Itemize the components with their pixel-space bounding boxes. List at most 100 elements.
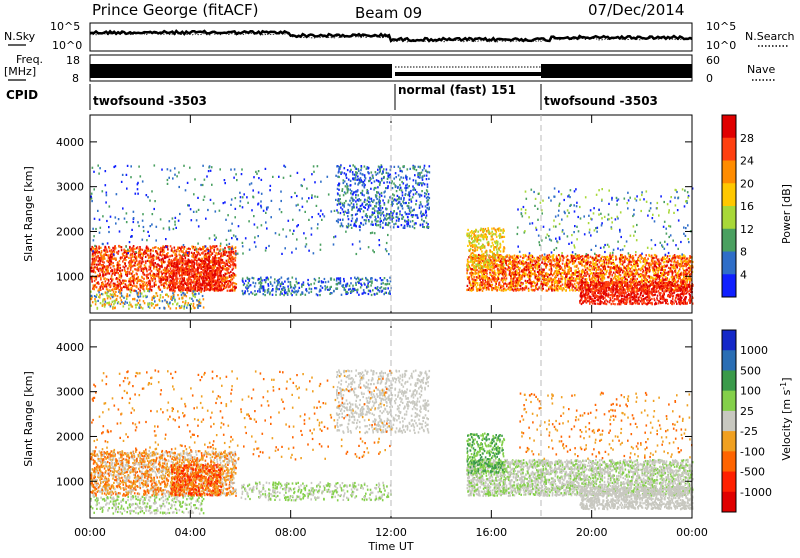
range-cell [190, 283, 192, 285]
range-cell [121, 249, 123, 251]
range-cell [338, 189, 340, 191]
range-cell [155, 304, 157, 306]
range-cell [245, 280, 247, 282]
range-cell [413, 179, 415, 181]
range-cell [409, 168, 411, 170]
range-cell [106, 286, 108, 288]
range-cell [396, 203, 398, 205]
range-cell [189, 248, 191, 250]
range-cell [397, 207, 399, 209]
range-cell [154, 262, 156, 264]
range-cell [92, 247, 94, 249]
range-cell [167, 252, 169, 254]
range-cell [150, 261, 152, 263]
range-cell [179, 257, 181, 259]
range-cell [354, 174, 356, 176]
range-cell [198, 301, 200, 303]
range-cell [184, 293, 186, 295]
range-cell [371, 282, 373, 284]
range-cell [232, 282, 234, 284]
range-cell [344, 202, 346, 204]
range-cell [343, 179, 345, 181]
range-cell [315, 279, 317, 281]
range-cell [189, 272, 191, 274]
range-cell [111, 256, 113, 258]
range-cell [340, 278, 342, 280]
range-cell [98, 283, 100, 285]
range-cell [319, 294, 321, 296]
range-cell [131, 273, 133, 275]
range-cell [100, 247, 102, 249]
range-cell [630, 268, 632, 270]
range-cell [138, 296, 140, 298]
range-cell [382, 282, 384, 284]
range-cell [171, 286, 173, 288]
range-cell [372, 224, 374, 226]
range-cell [367, 199, 369, 201]
range-cell [112, 273, 114, 275]
range-cell [383, 214, 385, 216]
freq-tick-high: 18 [66, 54, 80, 67]
range-cell [156, 292, 158, 294]
range-cell [217, 253, 219, 255]
range-cell [410, 198, 412, 200]
range-cell [348, 179, 350, 181]
range-cell [202, 266, 204, 268]
range-cell [103, 257, 105, 259]
range-cell [151, 299, 153, 301]
range-cell [631, 267, 633, 269]
range-cell [408, 191, 410, 193]
range-cell [360, 169, 362, 171]
range-cell [209, 282, 211, 284]
range-cell [206, 282, 208, 284]
range-cell [173, 265, 175, 267]
range-cell [194, 276, 196, 278]
range-cell [130, 284, 132, 286]
range-cell [314, 287, 316, 289]
range-cell [134, 248, 136, 250]
range-cell [268, 285, 270, 287]
range-cell [112, 301, 114, 303]
range-cell [361, 165, 363, 167]
range-cell [178, 273, 180, 275]
range-cell [130, 254, 132, 256]
range-cell [163, 261, 165, 263]
range-cell [275, 288, 277, 290]
range-cell [282, 289, 284, 291]
range-cell [293, 287, 295, 289]
range-cell [517, 285, 519, 287]
range-cell [344, 289, 346, 291]
range-cell [234, 287, 236, 289]
range-cell [288, 277, 290, 279]
range-cell [254, 290, 256, 292]
range-cell [275, 294, 277, 296]
range-cell [336, 209, 338, 211]
range-cell [337, 221, 339, 223]
range-cell [95, 296, 97, 298]
range-cell [186, 307, 188, 309]
range-cell [219, 264, 221, 266]
range-cell [429, 197, 431, 199]
range-cell [376, 195, 378, 197]
range-cell [140, 295, 142, 297]
range-cell [525, 272, 527, 274]
range-cell [630, 264, 632, 266]
range-cell [209, 277, 211, 279]
range-cell [224, 282, 226, 284]
range-cell [246, 288, 248, 290]
noise-panel: N.Sky 10^5 10^0 10^5 10^0 N.Search [4, 20, 795, 52]
range-cell [494, 270, 496, 272]
range-cell [194, 289, 196, 291]
range-cell [119, 267, 121, 269]
range-cell [234, 289, 236, 291]
range-cell [398, 166, 400, 168]
range-cell [196, 299, 198, 301]
range-cell [137, 281, 139, 283]
range-cell [228, 265, 230, 267]
range-cell [152, 250, 154, 252]
range-cell [279, 278, 281, 280]
range-cell [374, 180, 376, 182]
range-cell [363, 194, 365, 196]
range-cell [389, 291, 391, 293]
range-cell [97, 255, 99, 257]
